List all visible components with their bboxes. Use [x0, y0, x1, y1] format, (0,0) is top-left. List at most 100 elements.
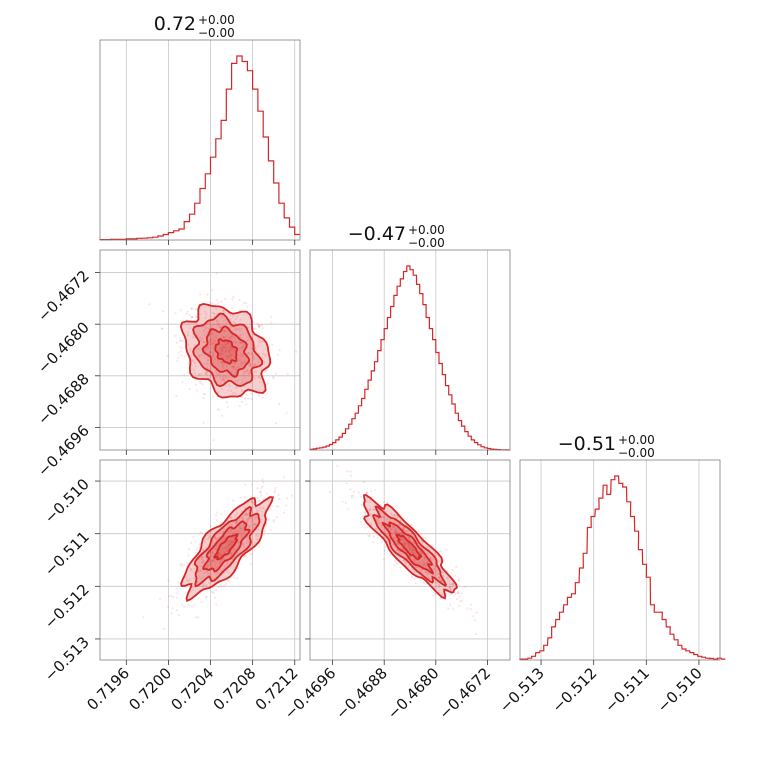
sample-point: [261, 485, 265, 488]
panel-frame-2-2: [519, 459, 721, 661]
sample-point: [229, 338, 232, 341]
sample-point: [215, 603, 218, 606]
sample-point: [224, 318, 227, 321]
sample-point: [220, 348, 224, 351]
sample-point: [258, 339, 261, 342]
sample-point: [237, 530, 240, 534]
sample-point: [410, 555, 413, 559]
sample-point: [240, 341, 243, 344]
sample-point: [225, 343, 228, 346]
sample-point: [205, 313, 208, 316]
sample-point: [233, 577, 236, 580]
sample-point: [399, 532, 403, 535]
sample-point: [258, 326, 261, 329]
sample-point: [401, 526, 404, 530]
sample-point: [216, 519, 219, 522]
sample-point: [195, 616, 198, 619]
sample-point: [259, 490, 262, 493]
sample-point: [240, 347, 244, 350]
sample-point: [250, 501, 253, 504]
sample-point: [449, 592, 452, 596]
sample-point: [262, 481, 265, 484]
sample-point: [350, 496, 354, 500]
sample-point: [425, 564, 428, 567]
sample-point: [226, 579, 229, 582]
x-tick-label: 0.7208: [210, 664, 260, 714]
sample-point: [215, 572, 218, 575]
sample-point: [226, 549, 229, 553]
sample-point: [227, 349, 230, 353]
sample-point: [241, 543, 244, 546]
sample-point: [260, 340, 263, 343]
sample-point: [215, 308, 218, 311]
sample-point: [402, 541, 405, 544]
sample-point: [374, 527, 377, 531]
sample-point: [411, 551, 414, 554]
sample-point: [403, 543, 406, 546]
sample-point: [230, 552, 233, 556]
sample-point: [211, 342, 214, 345]
sample-point: [365, 492, 368, 495]
sample-point: [220, 350, 223, 353]
sample-point: [451, 582, 454, 585]
sample-point: [250, 397, 253, 400]
sample-point: [162, 310, 165, 313]
sample-point: [422, 562, 425, 565]
sample-point: [232, 349, 235, 352]
sample-point: [232, 521, 235, 524]
sample-point: [401, 548, 404, 551]
sample-point: [209, 342, 212, 345]
sample-point: [217, 322, 220, 325]
sample-point: [236, 359, 240, 362]
sample-point: [194, 322, 197, 325]
sample-point: [244, 483, 247, 486]
sample-point: [260, 323, 263, 327]
sample-point: [212, 332, 215, 335]
sample-point: [246, 513, 250, 516]
sample-point: [243, 530, 246, 533]
sample-point: [406, 542, 409, 545]
sample-point: [241, 534, 244, 537]
sample-point: [202, 575, 205, 578]
sample-point: [204, 583, 207, 586]
sample-point: [451, 585, 454, 588]
sample-point: [231, 365, 234, 368]
sample-point: [226, 355, 229, 358]
sample-point: [196, 571, 199, 574]
sample-point: [227, 342, 230, 345]
sample-point: [260, 510, 263, 513]
sample-point: [181, 380, 184, 384]
sample-point: [242, 542, 245, 545]
sample-point: [247, 516, 250, 519]
sample-point: [423, 563, 426, 566]
sample-point: [424, 536, 427, 539]
sample-point: [224, 336, 227, 339]
sample-point: [185, 312, 188, 315]
sample-point: [207, 564, 210, 567]
sample-point: [235, 520, 238, 523]
sample-point: [206, 371, 209, 374]
sample-point: [231, 353, 234, 356]
sample-point: [187, 343, 190, 346]
sample-point: [245, 541, 248, 544]
sample-point: [219, 561, 222, 564]
sample-point: [235, 521, 238, 524]
sample-point: [230, 353, 233, 356]
sample-point: [409, 548, 412, 551]
sample-point: [197, 597, 200, 600]
sample-point: [262, 506, 265, 509]
sample-point: [255, 516, 258, 519]
sample-point: [209, 573, 213, 576]
sample-point: [222, 336, 225, 339]
sample-point: [205, 332, 208, 335]
sample-point: [445, 576, 448, 580]
sample-point: [217, 572, 220, 575]
sample-point: [238, 309, 242, 312]
sample-point: [226, 357, 229, 360]
sample-point: [211, 343, 214, 346]
sample-point: [395, 514, 398, 517]
sample-point: [403, 544, 407, 548]
sample-point: [203, 334, 206, 337]
sample-point: [412, 548, 415, 551]
sample-point: [398, 551, 401, 554]
